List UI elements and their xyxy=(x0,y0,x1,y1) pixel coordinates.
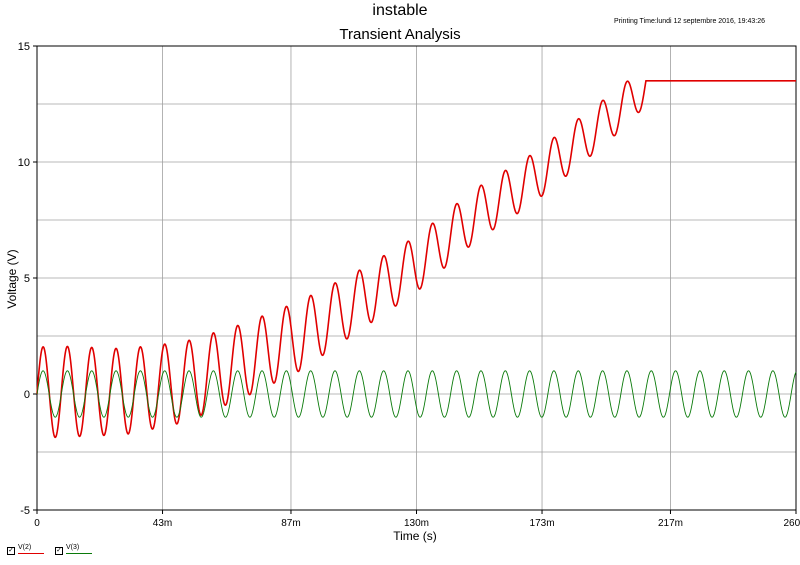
x-tick-label: 130m xyxy=(404,518,429,529)
legend-checkbox-v2[interactable]: ✓ xyxy=(7,547,15,555)
series-line-v3 xyxy=(36,370,797,418)
printing-time: Printing Time:lundi 12 septembre 2016, 1… xyxy=(614,18,765,25)
legend-label-v3: V(3) xyxy=(66,544,80,551)
transient-chart: 0 43m 87m 130m 173m 217m 260m -5 0 5 10 15 xyxy=(18,41,800,529)
legend-line-v2 xyxy=(18,553,44,554)
x-tick-label: 0 xyxy=(34,518,40,529)
series-line-v2 xyxy=(36,80,796,439)
x-tick-label: 87m xyxy=(281,518,300,529)
y-tick-label: 0 xyxy=(24,389,30,401)
x-tick-label: 173m xyxy=(530,518,555,529)
y-tick-label: -5 xyxy=(20,505,30,517)
chart-subtitle: Transient Analysis xyxy=(339,26,461,43)
legend-label-v2: V(2) xyxy=(18,544,32,551)
legend-line-v3 xyxy=(66,553,92,554)
x-tick-label: 43m xyxy=(153,518,172,529)
x-axis-label: Time (s) xyxy=(393,529,437,543)
x-tick-label: 260m xyxy=(783,518,800,529)
y-tick-label: 5 xyxy=(24,273,30,285)
y-tick-label: 15 xyxy=(18,41,30,53)
y-tick-label: 10 xyxy=(18,157,30,169)
y-axis-label: Voltage (V) xyxy=(5,249,19,309)
chart-title: instable xyxy=(372,2,428,19)
x-tick-label: 217m xyxy=(658,518,683,529)
legend-checkbox-v3[interactable]: ✓ xyxy=(55,547,63,555)
